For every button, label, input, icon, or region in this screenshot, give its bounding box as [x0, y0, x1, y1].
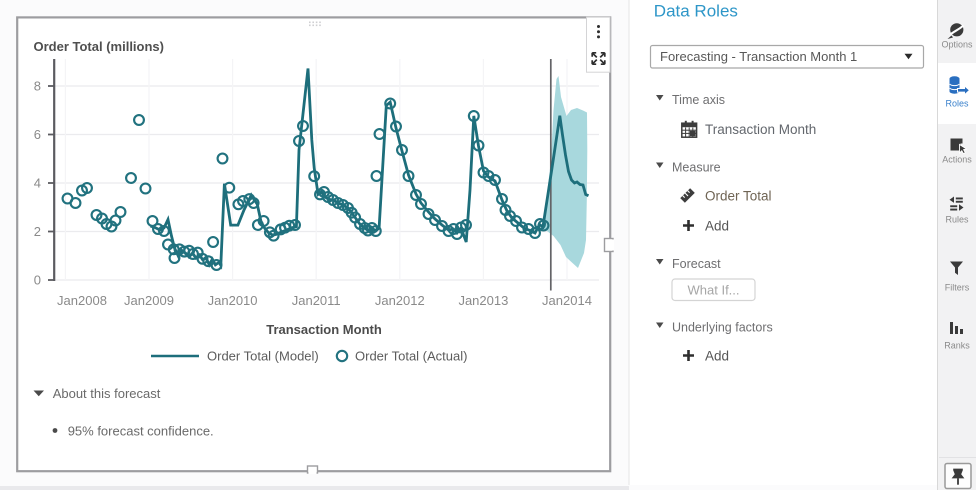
svg-text:95% forecast confidence.: 95% forecast confidence.	[68, 424, 214, 439]
svg-text:Time axis: Time axis	[672, 93, 725, 107]
svg-text:0: 0	[34, 273, 41, 288]
svg-text:Add: Add	[705, 219, 729, 234]
svg-text:About this forecast: About this forecast	[53, 386, 161, 401]
svg-text:Forecast: Forecast	[672, 257, 721, 271]
svg-text:8: 8	[34, 79, 41, 94]
svg-text:Add: Add	[705, 349, 729, 364]
svg-text:Order Total: Order Total	[705, 189, 772, 204]
svg-text:Jan2011: Jan2011	[292, 293, 341, 308]
svg-text:Jan2010: Jan2010	[208, 293, 258, 308]
svg-text:Order Total (Actual): Order Total (Actual)	[355, 349, 467, 364]
svg-text:Transaction Month: Transaction Month	[705, 122, 816, 137]
svg-text:4: 4	[34, 176, 41, 191]
svg-text:Roles: Roles	[945, 99, 969, 109]
svg-text:Filters: Filters	[945, 283, 970, 293]
svg-text:Jan2013: Jan2013	[458, 293, 508, 308]
svg-text:Jan2014: Jan2014	[542, 293, 592, 308]
svg-text:Actions: Actions	[942, 155, 972, 165]
svg-text:Order Total (Model): Order Total (Model)	[207, 349, 319, 364]
svg-text:Order Total (millions): Order Total (millions)	[34, 39, 165, 54]
svg-text:Forecasting - Transaction Mont: Forecasting - Transaction Month 1	[660, 49, 857, 64]
svg-text:Jan2009: Jan2009	[124, 293, 174, 308]
svg-text:Measure: Measure	[672, 161, 721, 175]
svg-text:What If...: What If...	[688, 283, 740, 298]
svg-text:Data Roles: Data Roles	[654, 1, 738, 20]
svg-text:2: 2	[34, 224, 41, 239]
svg-text:Jan2012: Jan2012	[375, 293, 425, 308]
svg-text:6: 6	[34, 127, 41, 142]
svg-text:Transaction Month: Transaction Month	[266, 322, 382, 337]
svg-text:Rules: Rules	[945, 215, 969, 225]
svg-text:Underlying factors: Underlying factors	[672, 321, 773, 335]
svg-text:Options: Options	[941, 40, 973, 50]
svg-text:Jan2008: Jan2008	[57, 293, 107, 308]
svg-text:Ranks: Ranks	[944, 341, 970, 351]
